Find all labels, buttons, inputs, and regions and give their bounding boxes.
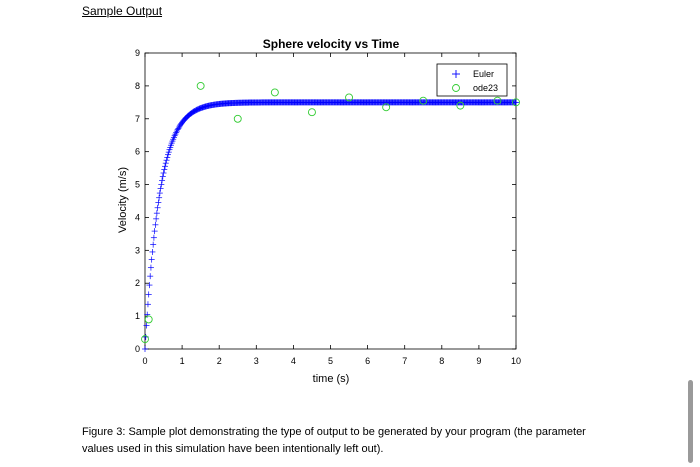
euler-point xyxy=(163,157,170,164)
ode23-point xyxy=(456,101,465,110)
y-tick-label: 7 xyxy=(135,114,140,124)
euler-point xyxy=(142,346,148,352)
y-tick-label: 8 xyxy=(135,81,140,91)
ode23-point xyxy=(233,114,242,123)
vertical-scrollbar[interactable] xyxy=(688,380,693,463)
x-tick-label: 6 xyxy=(365,356,370,366)
y-tick-label: 0 xyxy=(135,344,140,354)
x-tick-label: 7 xyxy=(402,356,407,366)
ode23-point xyxy=(196,81,205,90)
x-tick-label: 8 xyxy=(439,356,444,366)
ode23-series xyxy=(141,81,520,344)
euler-point xyxy=(155,199,162,206)
legend-euler-marker xyxy=(452,70,460,78)
euler-point xyxy=(173,129,180,136)
euler-point xyxy=(513,99,519,106)
euler-point xyxy=(144,311,151,318)
y-tick-label: 1 xyxy=(135,311,140,321)
euler-point xyxy=(162,160,169,167)
x-tick-label: 4 xyxy=(291,356,296,366)
y-tick-label: 5 xyxy=(135,180,140,190)
plot-area xyxy=(144,52,517,350)
x-tick-label: 9 xyxy=(476,356,481,366)
euler-point xyxy=(164,154,171,161)
euler-point xyxy=(165,151,172,158)
euler-point xyxy=(151,228,158,235)
legend-ode23-label: ode23 xyxy=(473,83,498,93)
euler-point xyxy=(174,126,181,133)
ode23-point xyxy=(419,96,428,105)
euler-point xyxy=(147,264,154,271)
euler-point xyxy=(162,163,169,170)
euler-point xyxy=(157,185,164,192)
legend: Euler ode23 xyxy=(436,63,508,97)
euler-point xyxy=(156,194,163,201)
ode23-point xyxy=(308,108,316,117)
figure-caption: Figure 3: Sample plot demonstrating the … xyxy=(82,426,586,455)
y-tick-label: 6 xyxy=(135,147,140,157)
euler-point xyxy=(173,128,180,135)
euler-series xyxy=(142,99,519,352)
euler-point xyxy=(156,190,163,197)
ode23-point xyxy=(382,103,391,112)
chart-title: Sphere velocity vs Time xyxy=(263,37,400,51)
document-heading: Sample Output xyxy=(82,4,163,18)
euler-point xyxy=(146,282,153,289)
ode23-point xyxy=(144,315,153,324)
euler-point xyxy=(159,177,166,184)
euler-point xyxy=(152,221,159,228)
ode23-point xyxy=(512,98,520,107)
euler-point xyxy=(171,132,178,139)
euler-point xyxy=(176,124,183,131)
ode23-point xyxy=(270,88,279,97)
euler-point xyxy=(149,248,156,255)
x-tick-label: 3 xyxy=(254,356,259,366)
x-tick-label: 10 xyxy=(511,356,521,366)
euler-point xyxy=(159,173,166,180)
euler-point xyxy=(147,273,154,280)
plot-frame xyxy=(144,52,517,350)
euler-point xyxy=(148,256,155,263)
euler-point xyxy=(150,234,157,241)
x-axis-label: time (s) xyxy=(313,373,350,385)
x-tick-label: 5 xyxy=(328,356,333,366)
ode23-point xyxy=(345,93,353,102)
x-tick-label: 0 xyxy=(142,356,147,366)
euler-point xyxy=(143,322,150,329)
legend-euler-label: Euler xyxy=(473,69,494,79)
y-axis-label: Velocity (m/s) xyxy=(117,167,129,233)
euler-point xyxy=(153,210,160,217)
euler-point xyxy=(175,125,182,132)
ode23-point xyxy=(141,335,149,344)
euler-point xyxy=(172,131,179,138)
euler-point xyxy=(160,170,167,177)
euler-point xyxy=(165,149,172,156)
y-tick-label: 9 xyxy=(135,48,140,58)
x-tick-label: 2 xyxy=(217,356,222,366)
legend-ode23-marker xyxy=(452,84,460,92)
euler-point xyxy=(154,204,161,211)
euler-point xyxy=(145,291,152,298)
y-tick-label: 4 xyxy=(135,212,140,222)
y-tick-label: 3 xyxy=(135,245,140,255)
euler-point xyxy=(158,181,165,188)
euler-point xyxy=(161,166,168,173)
axis-ticks: 0 1 2 3 4 5 6 7 8 9 10 0 1 2 3 4 5 6 7 8 9 xyxy=(135,48,521,366)
legend-box xyxy=(436,63,508,97)
velocity-chart: Sphere velocity vs Time time (s) Velocit… xyxy=(117,37,521,385)
x-tick-label: 1 xyxy=(180,356,185,366)
euler-point xyxy=(144,301,151,308)
ode23-point xyxy=(493,96,502,105)
euler-point xyxy=(153,215,160,222)
euler-point xyxy=(150,241,157,248)
y-tick-label: 2 xyxy=(135,278,140,288)
